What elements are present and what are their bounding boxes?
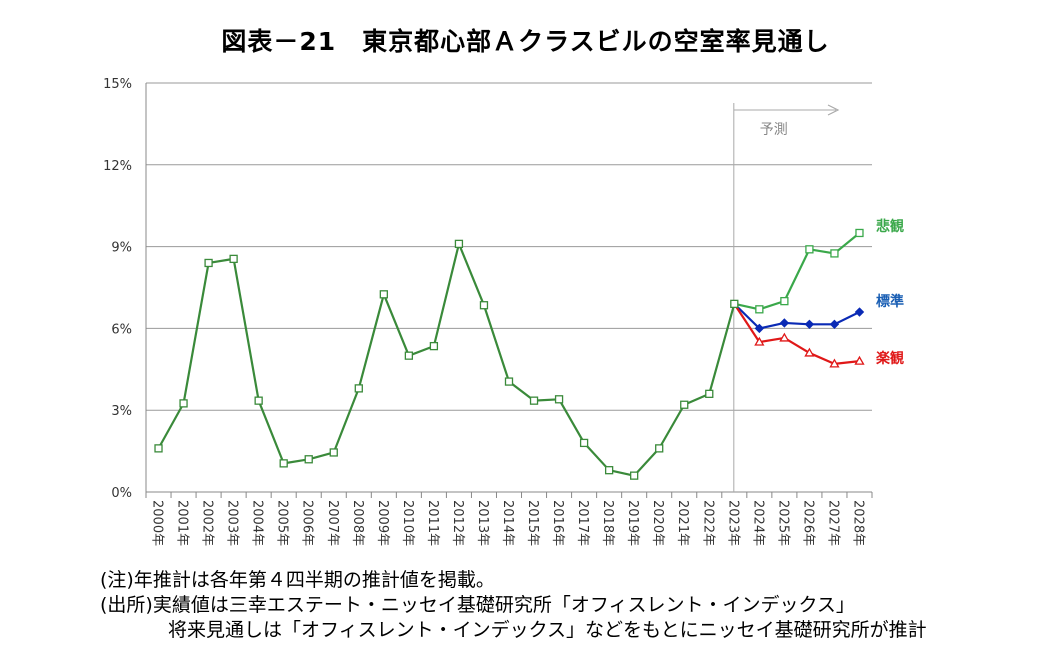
x-tick-label: 2026年	[800, 500, 815, 546]
data-point	[329, 448, 338, 457]
data-point	[379, 290, 388, 299]
data-point	[779, 318, 790, 328]
data-point	[730, 299, 739, 309]
scenario-label: 楽観	[875, 350, 904, 367]
x-tick-label: 2005年	[275, 500, 290, 546]
data-point	[304, 455, 313, 464]
data-point	[754, 323, 765, 334]
data-point	[404, 351, 414, 360]
data-point	[755, 305, 764, 314]
data-point	[154, 444, 163, 453]
series-line-1	[734, 232, 861, 311]
x-tick-label: 2004年	[250, 500, 265, 546]
data-point	[429, 341, 439, 351]
y-tick-label: 12%	[103, 159, 132, 174]
x-tick-label: 2018年	[600, 500, 615, 546]
x-tick-label: 2017年	[575, 500, 590, 546]
x-tick-label: 2010年	[400, 500, 415, 546]
data-point	[804, 347, 815, 357]
data-point	[854, 307, 865, 317]
x-tick-label: 2023年	[725, 500, 740, 546]
data-point	[804, 319, 815, 330]
x-tick-label: 2024年	[750, 500, 765, 546]
y-tick-label: 0%	[111, 486, 132, 501]
data-point	[780, 296, 789, 306]
data-point	[204, 258, 213, 268]
x-tick-label: 2011年	[425, 500, 440, 546]
y-tick-label: 3%	[111, 404, 132, 419]
data-point	[655, 444, 664, 453]
data-point	[630, 471, 639, 480]
data-point	[830, 249, 839, 258]
x-tick-label: 2013年	[475, 500, 490, 546]
y-tick-label: 9%	[111, 241, 132, 256]
x-tick-label: 2014年	[500, 500, 515, 546]
x-tick-label: 2022年	[700, 500, 715, 546]
data-point	[855, 228, 864, 238]
data-point	[354, 384, 363, 393]
y-tick-label: 15%	[103, 77, 132, 92]
x-tick-label: 2020年	[650, 500, 665, 546]
data-point	[254, 396, 263, 405]
note-forecast-method: 将来見通しは「オフィスレント・インデックス」などをもとにニッセイ基礎研究所が推計	[168, 619, 927, 641]
data-point	[829, 319, 840, 330]
data-point	[805, 245, 814, 254]
data-point	[279, 459, 288, 468]
x-tick-label: 2021年	[675, 500, 690, 546]
data-point	[829, 358, 840, 368]
x-tick-label: 2008年	[350, 500, 365, 546]
data-point	[604, 466, 614, 475]
x-tick-label: 2003年	[225, 500, 240, 546]
data-point	[479, 301, 489, 310]
series-line-0	[157, 242, 736, 477]
x-tick-label: 2002年	[200, 500, 215, 546]
data-point	[229, 254, 238, 264]
note-source: (出所)実績値は三幸エステート・ニッセイ基礎研究所「オフィスレント・インデックス…	[100, 594, 855, 616]
data-point	[529, 396, 539, 405]
x-tick-label: 2016年	[550, 500, 565, 546]
data-point	[454, 239, 464, 249]
forecast-label: 予測	[760, 122, 788, 138]
x-tick-label: 2006年	[300, 500, 315, 546]
x-tick-label: 2007年	[325, 500, 340, 546]
data-point	[579, 438, 589, 448]
x-tick-label: 2015年	[525, 500, 540, 546]
x-tick-label: 2025年	[775, 500, 790, 546]
data-point	[179, 399, 188, 408]
chart-title: 図表－21 東京都心部Ａクラスビルの空室率見通し	[221, 27, 830, 56]
x-tick-label: 2019年	[625, 500, 640, 546]
data-point	[779, 332, 790, 342]
x-tick-label: 2009年	[375, 500, 390, 546]
x-tick-label: 2028年	[850, 500, 865, 546]
note-estimate: (注)年推計は各年第４四半期の推計値を掲載。	[100, 569, 495, 591]
forecast-arrow-head	[827, 104, 840, 116]
data-point	[705, 389, 714, 398]
data-point	[680, 400, 689, 409]
series-line-2	[733, 303, 860, 330]
x-tick-label: 2027年	[825, 500, 840, 546]
series-line-3	[733, 303, 860, 365]
y-tick-label: 6%	[111, 322, 132, 337]
x-tick-label: 2001年	[175, 500, 190, 546]
data-point	[854, 355, 865, 365]
data-point	[754, 336, 765, 346]
x-tick-label: 2000年	[150, 500, 165, 546]
scenario-label: 標準	[876, 293, 904, 310]
x-tick-label: 2012年	[450, 500, 465, 546]
data-point	[554, 395, 564, 404]
data-point	[504, 377, 514, 386]
scenario-label: 悲観	[876, 218, 904, 235]
